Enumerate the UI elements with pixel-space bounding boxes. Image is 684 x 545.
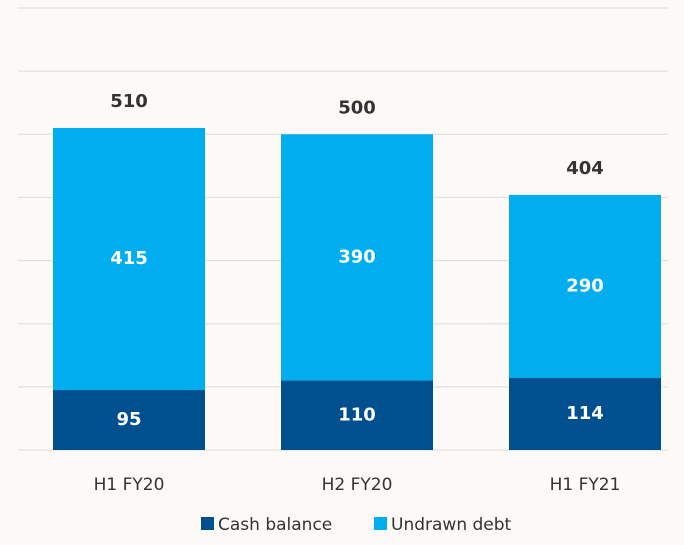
- total-label: 510: [110, 91, 148, 112]
- bar-segment: [53, 127, 205, 391]
- value-label: 95: [116, 409, 141, 430]
- value-label: 390: [338, 246, 376, 267]
- total-label: 500: [338, 97, 376, 118]
- x-tick-label: H1 FY20: [94, 475, 165, 495]
- value-label: 110: [338, 404, 376, 425]
- legend-label: Cash balance: [218, 515, 332, 535]
- total-label: 404: [566, 158, 604, 179]
- bar-segment: [509, 378, 661, 450]
- bar-segment: [509, 194, 661, 379]
- legend-label: Undrawn debt: [391, 515, 512, 535]
- bar-segment: [281, 134, 433, 381]
- x-tick-label: H2 FY20: [322, 475, 393, 495]
- bar-segment: [53, 390, 205, 450]
- value-label: 290: [566, 275, 604, 296]
- bar-segment: [281, 380, 433, 450]
- x-tick-label: H1 FY21: [550, 475, 621, 495]
- legend-swatch: [201, 517, 214, 530]
- value-label: 114: [566, 403, 604, 424]
- legend-swatch: [374, 517, 387, 530]
- value-label: 415: [110, 248, 148, 269]
